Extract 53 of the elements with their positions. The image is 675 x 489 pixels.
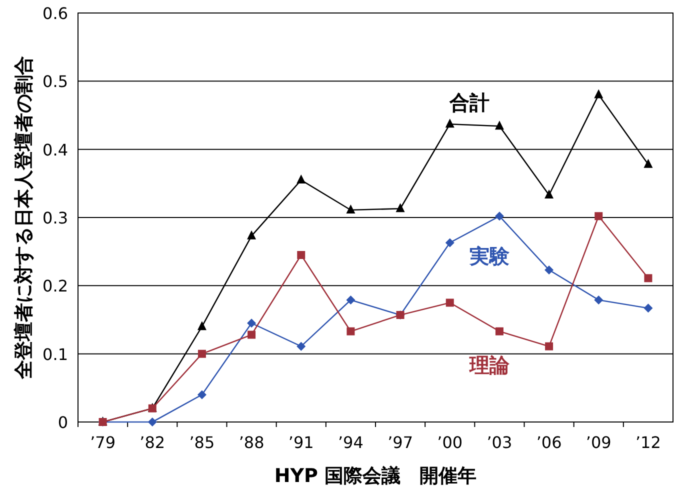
- point: [197, 321, 206, 330]
- point: [594, 295, 604, 304]
- x-tick-label: ’82: [140, 433, 166, 452]
- point: [198, 350, 206, 358]
- y-tick-label: 0.3: [42, 208, 68, 228]
- x-tick-label: ’91: [288, 433, 314, 452]
- point: [594, 212, 603, 220]
- point: [644, 274, 652, 282]
- point: [346, 327, 355, 336]
- point: [644, 304, 653, 313]
- x-tick-label: ’85: [189, 433, 215, 452]
- point: [297, 250, 306, 259]
- point: [247, 230, 256, 240]
- x-tick-label: ’06: [536, 433, 562, 452]
- point: [248, 330, 256, 339]
- series-label: 合計: [448, 90, 490, 115]
- point: [346, 295, 356, 304]
- x-tick-label: ’12: [635, 433, 661, 452]
- point: [296, 342, 306, 351]
- y-tick-label: 0.1: [42, 344, 68, 364]
- x-tick-label: ’03: [486, 433, 512, 452]
- point: [247, 318, 256, 328]
- x-tick-label: ’79: [90, 433, 116, 452]
- y-tick-label: 0.5: [42, 72, 68, 92]
- point: [296, 174, 306, 184]
- point: [396, 203, 405, 212]
- x-tick-label: ’97: [388, 433, 414, 452]
- y-axis-title: 全登壇者に対する日本人登壇者の割合: [13, 56, 35, 380]
- x-tick-label: ’09: [586, 433, 612, 452]
- point: [148, 418, 157, 426]
- y-tick-label: 0: [58, 413, 68, 432]
- series-label: 実験: [468, 244, 511, 268]
- y-tick-label: 0.2: [42, 276, 68, 296]
- series-label: 理論: [468, 353, 511, 378]
- point: [197, 390, 206, 400]
- y-tick-label: 0.6: [42, 4, 68, 23]
- point: [446, 298, 454, 307]
- point: [494, 120, 504, 130]
- point: [544, 190, 554, 199]
- point: [346, 204, 356, 214]
- point: [544, 265, 554, 274]
- x-axis-title: HYP 国際会議 開催年: [274, 465, 477, 487]
- point: [445, 238, 454, 248]
- x-tick-label: ’94: [338, 433, 364, 452]
- y-tick-label: 0.4: [42, 140, 68, 160]
- point: [495, 327, 504, 336]
- point: [445, 118, 454, 128]
- point: [644, 158, 653, 168]
- x-tick-label: ’00: [437, 433, 463, 452]
- point: [494, 212, 504, 221]
- point: [545, 342, 554, 350]
- x-tick-label: ’88: [238, 433, 264, 452]
- point: [594, 89, 604, 98]
